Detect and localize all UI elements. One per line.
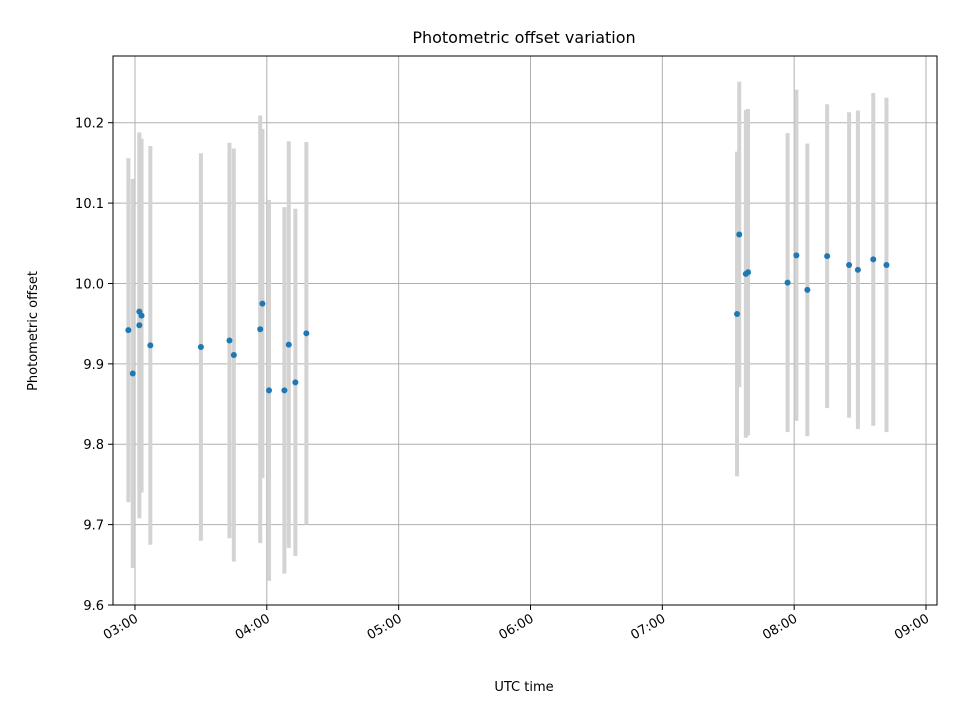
grid-lines — [113, 56, 937, 606]
data-point — [824, 253, 831, 260]
data-point — [804, 286, 811, 293]
y-tick-label: 10.0 — [75, 277, 104, 292]
x-tick-label: 04:00 — [233, 611, 273, 643]
data-points — [125, 231, 890, 394]
data-point — [883, 261, 890, 268]
x-tick-label: 09:00 — [892, 611, 932, 643]
y-axis-label: Photometric offset — [26, 271, 41, 391]
data-point — [138, 312, 145, 319]
data-point — [854, 266, 861, 273]
data-point — [793, 252, 800, 259]
data-point — [285, 341, 292, 348]
chart-title: Photometric offset variation — [412, 28, 635, 47]
y-tick-label: 9.6 — [83, 599, 104, 614]
data-point — [226, 337, 233, 344]
x-tick-label: 06:00 — [497, 611, 537, 643]
x-tick-label: 05:00 — [365, 611, 405, 643]
error-bars — [126, 81, 889, 581]
y-tick-label: 9.9 — [83, 358, 104, 373]
data-point — [197, 343, 204, 350]
data-point — [230, 352, 237, 359]
data-point — [745, 269, 752, 276]
data-point — [846, 261, 853, 268]
y-tick-label: 10.1 — [75, 197, 104, 212]
x-tick-label: 03:00 — [101, 611, 141, 643]
data-point — [734, 311, 741, 318]
data-point — [292, 379, 299, 386]
data-point — [266, 387, 273, 394]
x-axis-label: UTC time — [494, 680, 553, 695]
data-point — [257, 326, 264, 333]
data-point — [259, 300, 266, 307]
y-tick-label: 10.2 — [75, 117, 104, 132]
data-point — [870, 256, 877, 263]
data-point — [303, 330, 310, 337]
y-tick-label: 9.8 — [83, 438, 104, 453]
x-axis-ticks: 03:00 04:00 05:00 06:00 07:00 08:00 09:00 — [101, 605, 932, 643]
data-point — [136, 322, 143, 329]
data-point — [125, 327, 132, 334]
y-tick-label: 9.7 — [83, 519, 104, 534]
data-point — [129, 370, 136, 377]
data-point — [281, 387, 288, 394]
x-tick-label: 08:00 — [760, 611, 800, 643]
y-axis-ticks: 9.6 9.7 9.8 9.9 10.0 10.1 10.2 — [75, 117, 113, 614]
plot-frame — [112, 55, 938, 606]
data-point — [147, 342, 154, 349]
data-point — [736, 231, 743, 238]
x-tick-label: 07:00 — [628, 611, 668, 643]
data-point — [784, 279, 791, 286]
